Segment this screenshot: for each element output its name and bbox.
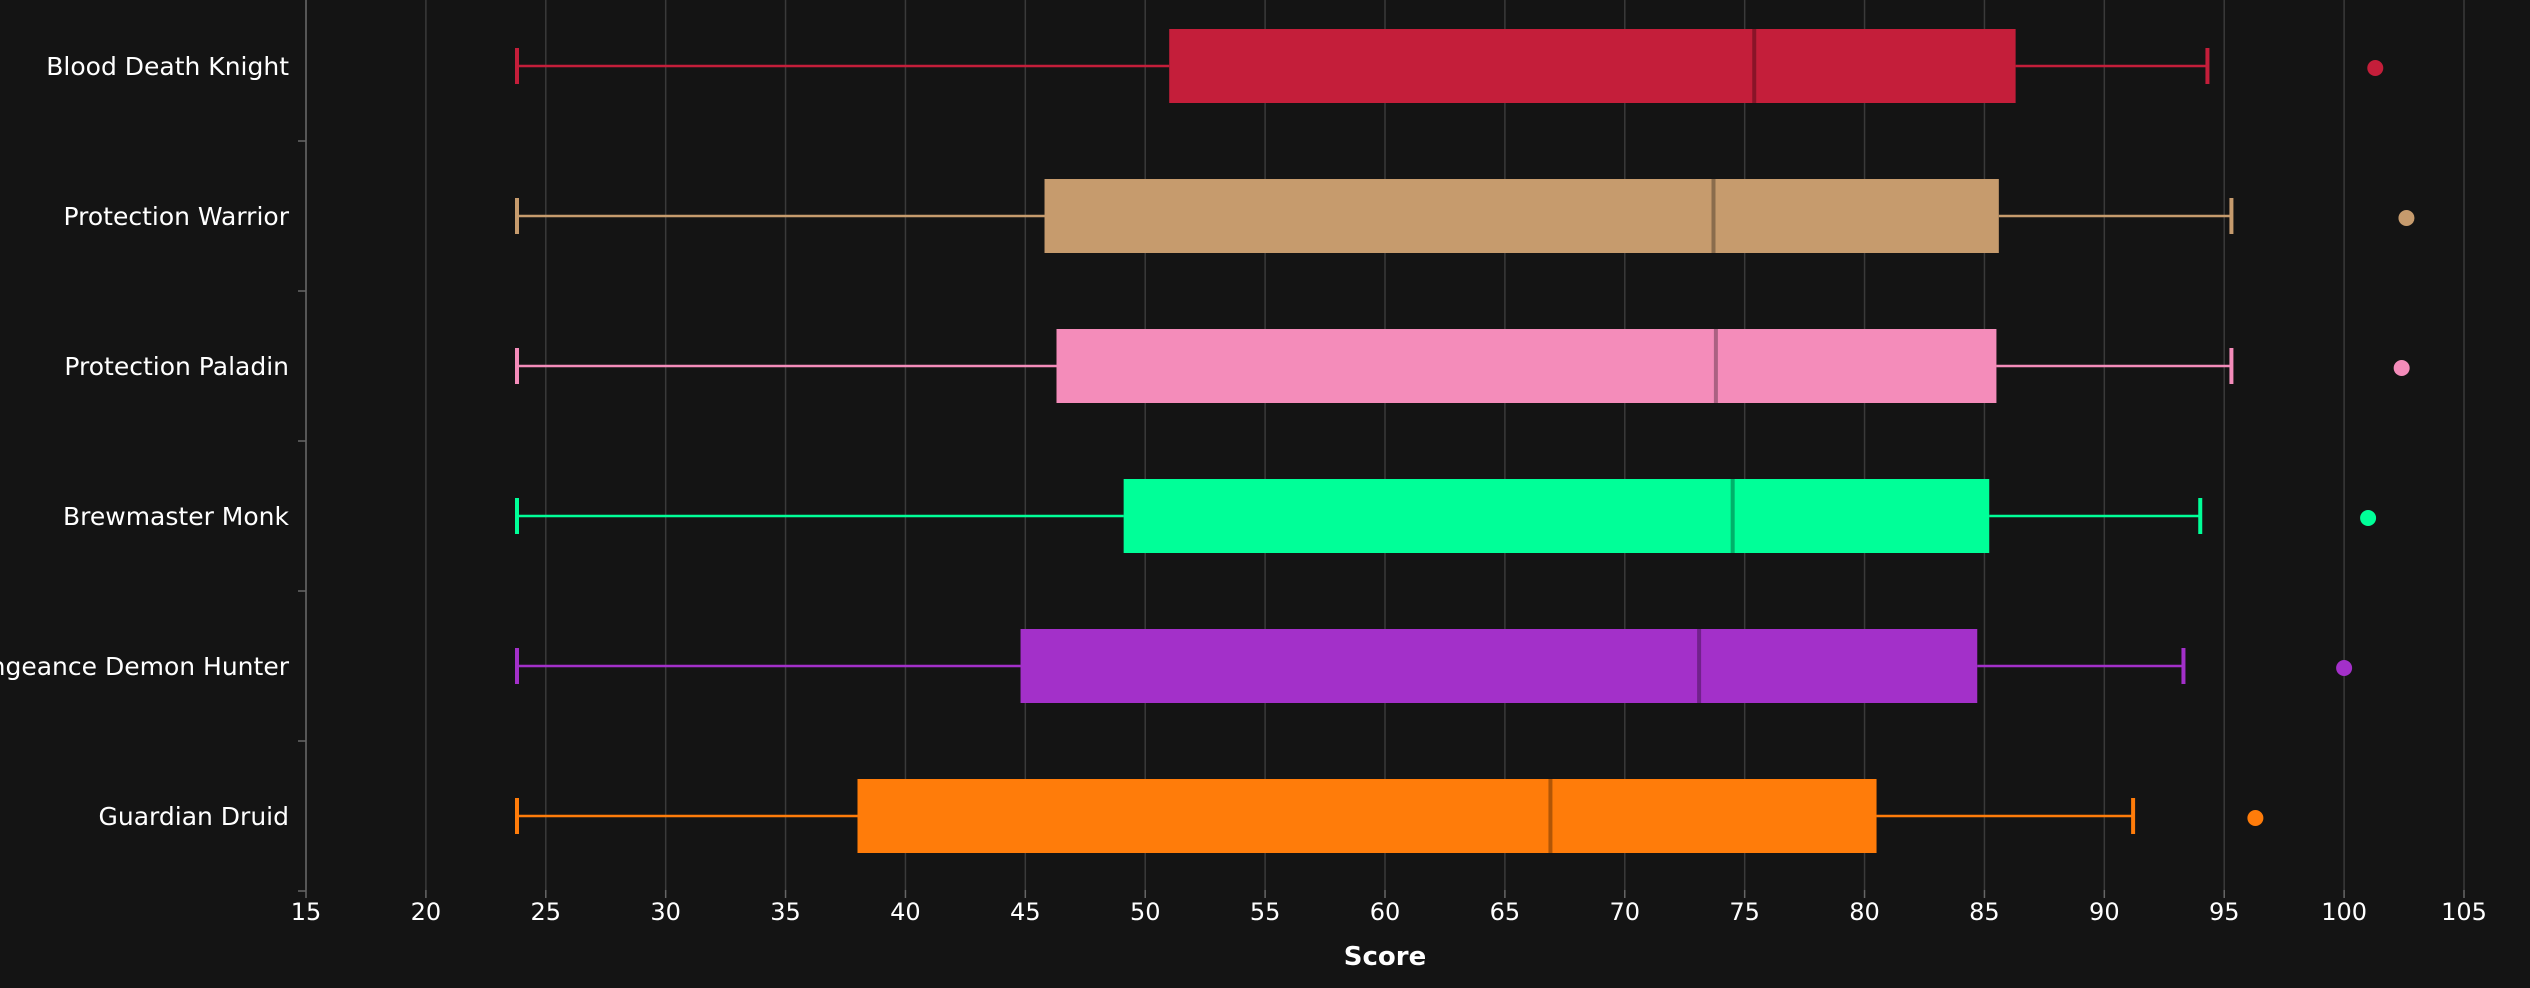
category-label: Guardian Druid	[99, 802, 290, 831]
iqr-box	[1056, 329, 1997, 403]
x-tick-label: 70	[1610, 898, 1641, 926]
x-tick-label: 60	[1370, 898, 1401, 926]
outlier-point	[2398, 210, 2415, 226]
iqr-box	[857, 779, 1877, 853]
box-group	[515, 479, 2377, 553]
x-tick-label: 50	[1130, 898, 1161, 926]
outlier-point	[2360, 510, 2377, 526]
x-tick-label: 55	[1250, 898, 1281, 926]
x-tick-label: 80	[1849, 898, 1880, 926]
category-label: Protection Paladin	[64, 352, 289, 381]
category-label: Brewmaster Monk	[63, 502, 290, 531]
box-group	[515, 629, 2353, 703]
x-tick-label: 75	[1729, 898, 1760, 926]
outlier-point	[2367, 60, 2384, 76]
x-tick-label: 15	[291, 898, 322, 926]
x-tick-label: 95	[2209, 898, 2240, 926]
x-axis-title: Score	[1344, 942, 1426, 972]
category-label: Protection Warrior	[63, 202, 289, 231]
x-tick-label: 40	[890, 898, 921, 926]
iqr-box	[1044, 179, 1999, 253]
x-tick-label: 90	[2089, 898, 2120, 926]
category-label: Vengeance Demon Hunter	[0, 652, 290, 681]
x-tick-label: 105	[2441, 898, 2487, 926]
x-tick-label: 45	[1010, 898, 1041, 926]
x-tick-label: 65	[1490, 898, 1521, 926]
outlier-point	[2336, 660, 2353, 676]
x-tick-label: 25	[531, 898, 562, 926]
x-tick-label: 20	[411, 898, 442, 926]
box-group	[515, 179, 2415, 253]
x-tick-label: 30	[650, 898, 681, 926]
axes: Score 15 20 25 30 35 40 45 50 55 60 65 70 75 80 85 90 95…	[0, 0, 2487, 972]
plot-area	[515, 29, 2415, 853]
box-group	[515, 779, 2264, 853]
grid	[305, 0, 2465, 890]
iqr-box	[1169, 29, 2016, 103]
outlier-point	[2393, 360, 2410, 376]
category-label: Blood Death Knight	[46, 52, 289, 81]
box-group	[515, 29, 2384, 103]
x-tick-label: 35	[770, 898, 801, 926]
x-tick-label: 85	[1969, 898, 2000, 926]
iqr-box	[1020, 629, 1978, 703]
box-group	[515, 329, 2410, 403]
x-tick-label: 100	[2321, 898, 2367, 926]
outlier-point	[2247, 810, 2264, 826]
iqr-box	[1123, 479, 1990, 553]
